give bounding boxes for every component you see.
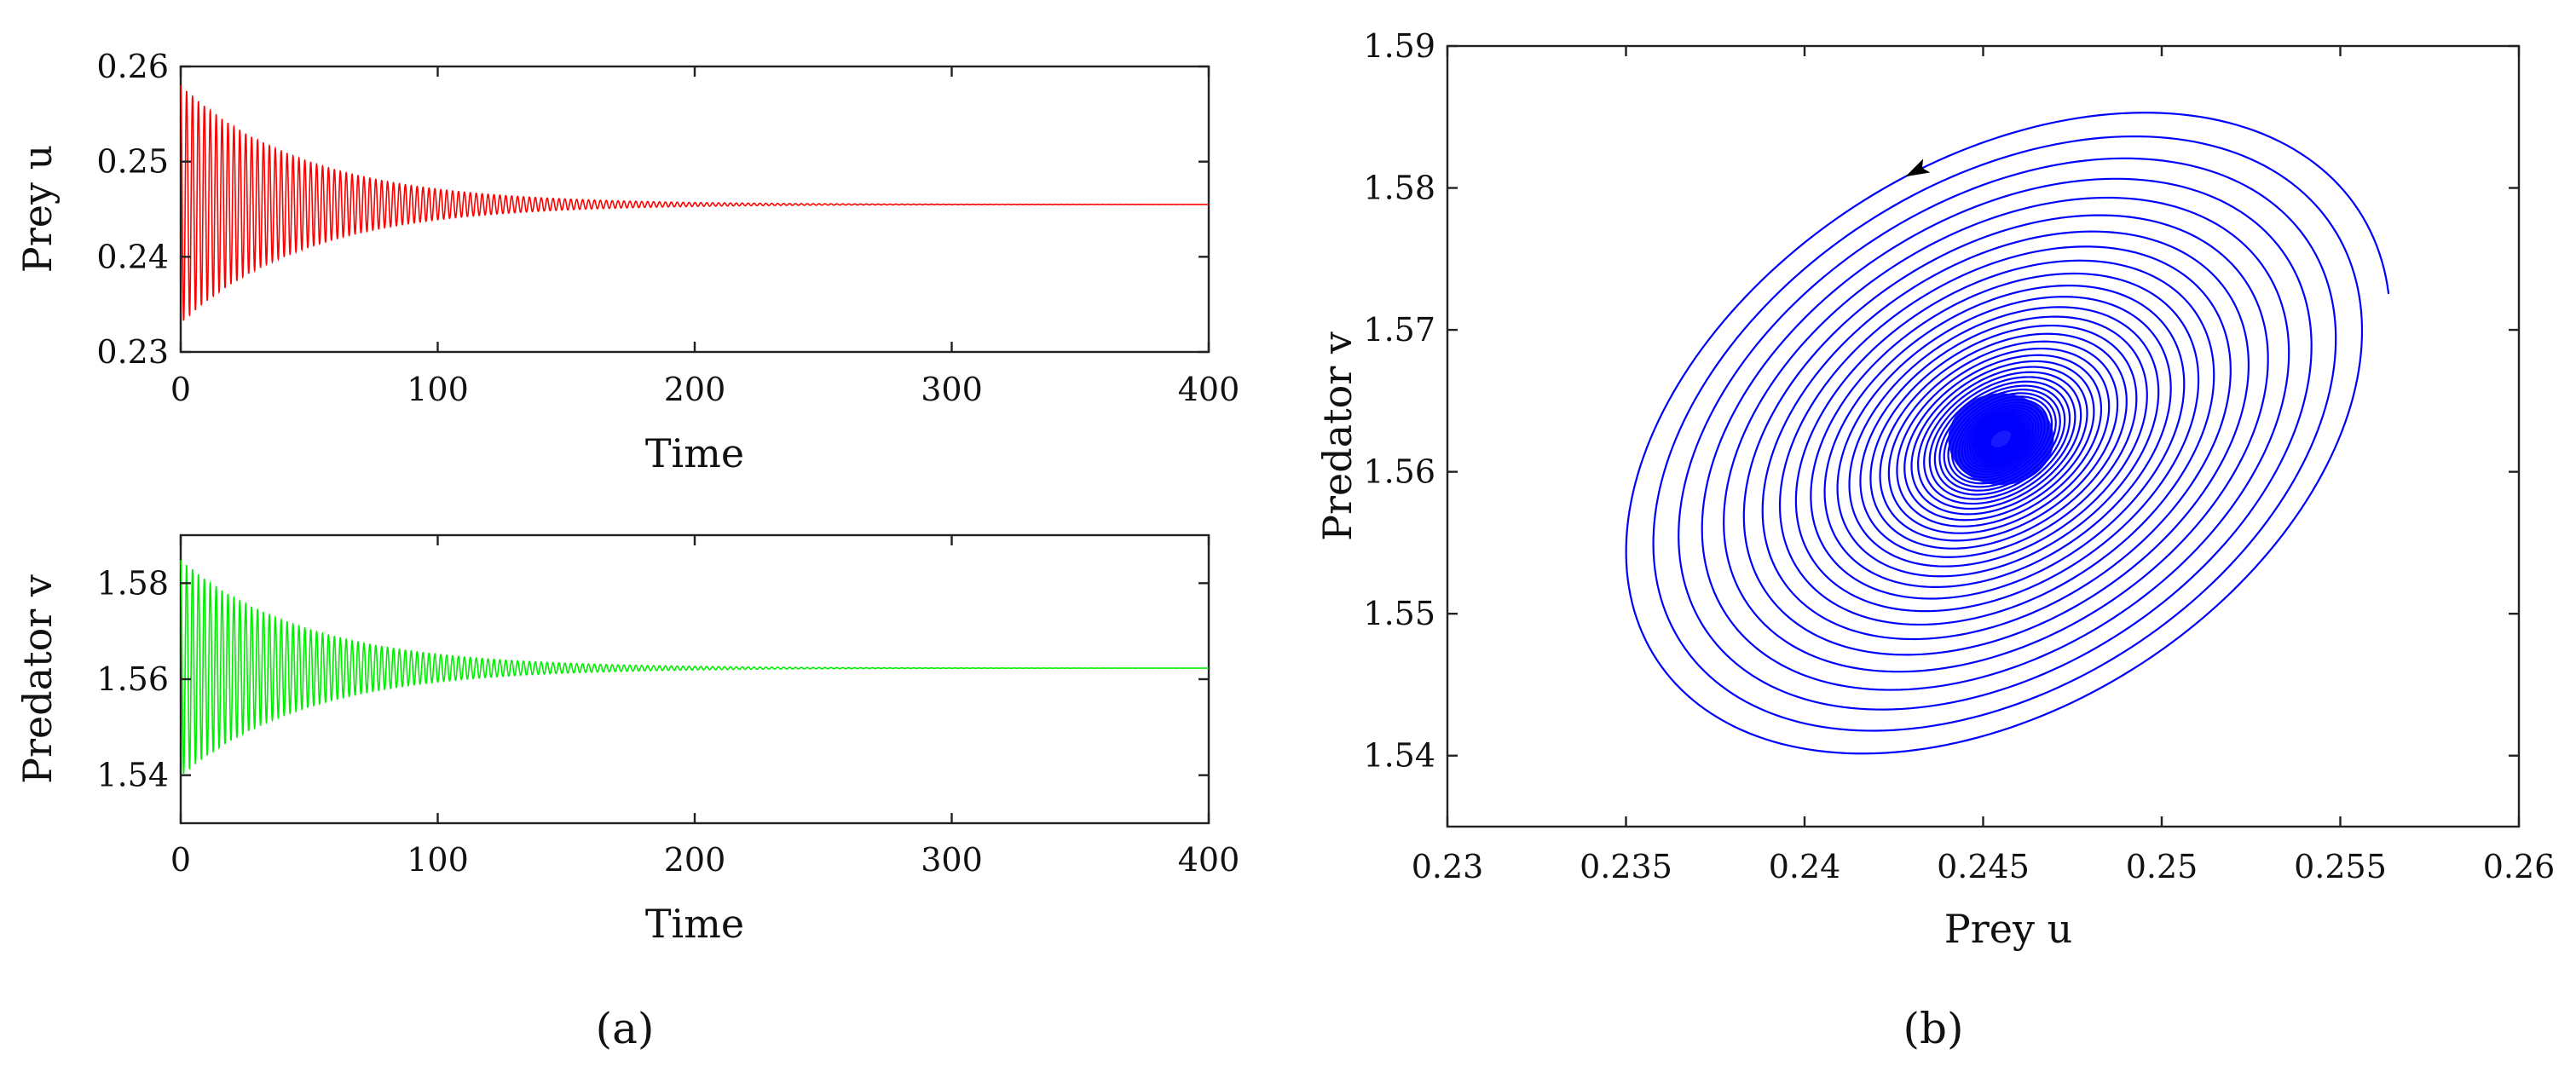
x-tick-label: 0: [170, 841, 191, 879]
phase-portrait-line: [1625, 112, 2390, 755]
prey-series-line: [180, 85, 1210, 321]
y-tick-label: 1.56: [96, 660, 169, 698]
y-tick-label: 0.25: [96, 143, 169, 181]
panel-a-top-chart: 0 100 200 300 400 0.23 0.24 0.25 0.26 Time Prey…: [14, 48, 1239, 476]
y-tick-label: 1.57: [1363, 311, 1435, 349]
x-tick-label: 400: [1178, 371, 1240, 408]
y-tick-label: 1.55: [1363, 595, 1435, 632]
y-tick-label: 0.23: [96, 333, 169, 371]
y-tick-label: 0.26: [96, 48, 169, 85]
x-tick-label: 100: [407, 841, 469, 879]
x-tick-label: 200: [664, 841, 726, 879]
x-tick-label: 400: [1178, 841, 1240, 879]
x-tick-label: 300: [921, 371, 983, 408]
series-line: [180, 85, 1210, 321]
series-line: [180, 560, 1210, 774]
x-tick-label: 300: [921, 841, 983, 879]
direction-arrow-icon: [1905, 159, 1931, 177]
predator-series-line: [180, 560, 1210, 774]
y-tick-label: 1.54: [96, 757, 169, 794]
panel-a-top-xlabel: Time: [645, 430, 744, 476]
y-tick-label: 1.54: [1363, 737, 1435, 775]
x-tick-label: 100: [407, 371, 469, 408]
panel-a-top-frame: [179, 65, 1210, 354]
x-tick-label: 0: [170, 371, 191, 408]
equilibrium-cluster: [1948, 393, 2054, 486]
y-tick-label: 1.58: [1363, 170, 1435, 207]
panel-a-bottom-frame: [179, 533, 1210, 825]
panel-b-xlabel: Prey u: [1944, 906, 2072, 952]
x-tick-label: 0.25: [2126, 848, 2198, 885]
x-tick-label: 200: [664, 371, 726, 408]
x-tick-label: 0.26: [2483, 848, 2556, 885]
x-tick-label: 0.235: [1580, 848, 1672, 885]
x-tick-label: 0.23: [1412, 848, 1484, 885]
y-tick-label: 1.59: [1363, 27, 1435, 65]
x-tick-label: 0.245: [1937, 848, 2030, 885]
x-tick-label: 0.255: [2294, 848, 2387, 885]
y-tick-label: 1.56: [1363, 453, 1435, 491]
panel-a-bottom-xlabel: Time: [645, 901, 744, 947]
panel-a-top-ylabel: Prey u: [14, 145, 61, 273]
caption-a: (a): [596, 1004, 655, 1053]
panel-a-bottom-chart: 0 100 200 300 400 1.54 1.56 1.58 Time Predator…: [14, 533, 1240, 947]
x-tick-label: 0.24: [1769, 848, 1841, 885]
y-tick-label: 1.58: [96, 564, 169, 602]
panel-b-ylabel: Predator v: [1314, 331, 1360, 541]
caption-b: (b): [1903, 1004, 1963, 1053]
y-tick-label: 0.24: [96, 238, 169, 275]
panel-a-bottom-ylabel: Predator v: [14, 574, 61, 784]
panel-b-chart: 0.23 0.235 0.24 0.245 0.25 0.255 0.26 1.54 1.55…: [1314, 27, 2555, 952]
